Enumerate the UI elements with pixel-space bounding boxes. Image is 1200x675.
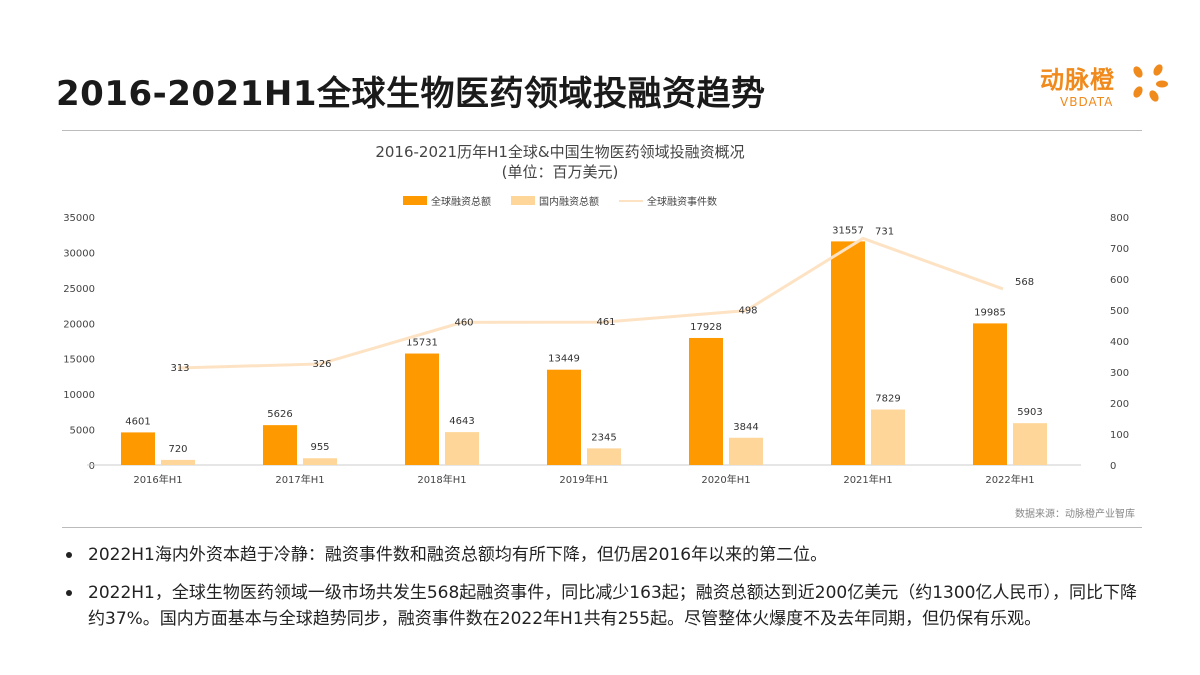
- x-tick-label: 2017年H1: [275, 473, 324, 486]
- y-tick-label: 30000: [63, 248, 95, 259]
- bar: [871, 409, 905, 465]
- logo-en: VBDATA: [1060, 95, 1114, 109]
- data-label: 5626: [267, 409, 292, 420]
- y-tick-label: 20000: [63, 319, 95, 330]
- bullet-item: 2022H1，全球生物医药领域一级市场共发生568起融资事件，同比减少163起；…: [62, 580, 1152, 632]
- line-data-label: 498: [738, 306, 757, 317]
- bar: [831, 241, 865, 465]
- y-tick-label: 5000: [70, 426, 95, 437]
- y-tick-label: 15000: [63, 355, 95, 366]
- bar: [121, 432, 155, 465]
- bar: [161, 459, 195, 465]
- legend-swatch: [511, 196, 535, 205]
- bottom-divider: [62, 527, 1142, 528]
- data-label: 4601: [125, 416, 150, 427]
- line-data-label: 326: [312, 359, 331, 370]
- logo-petals-icon: [1133, 64, 1168, 102]
- y2-tick-label: 300: [1110, 368, 1129, 379]
- data-label: 31557: [832, 225, 864, 236]
- data-label: 4643: [449, 416, 474, 427]
- y2-tick-label: 400: [1110, 337, 1129, 348]
- y2-tick-label: 0: [1110, 461, 1116, 472]
- legend-label: 国内融资总额: [539, 195, 599, 208]
- bar: [1013, 423, 1047, 465]
- bar: [587, 448, 621, 465]
- bar: [547, 369, 581, 465]
- data-label: 955: [310, 442, 329, 453]
- series-line-events: [177, 236, 1004, 370]
- vbdata-logo: 动脉橙 VBDATA: [1040, 60, 1168, 109]
- y-tick-label: 10000: [63, 390, 95, 401]
- line-data-label: 731: [875, 226, 894, 237]
- data-label: 13449: [548, 354, 580, 365]
- data-label: 17928: [690, 322, 722, 333]
- logo-cn: 动脉橙: [1040, 66, 1115, 94]
- legend-swatch: [403, 196, 427, 205]
- y2-tick-label: 500: [1110, 306, 1129, 317]
- source-note: 数据来源：动脉橙产业智库: [1015, 507, 1135, 520]
- y-tick-label: 25000: [63, 284, 95, 295]
- x-tick-label: 2021年H1: [843, 473, 892, 486]
- legend: 全球融资总额 国内融资总额 全球融资事件数: [403, 195, 717, 208]
- line-data-label: 460: [454, 317, 473, 328]
- data-label: 3844: [733, 422, 758, 433]
- legend-label: 全球融资总额: [431, 195, 491, 208]
- y2-tick-label: 700: [1110, 244, 1129, 255]
- line-data-label: 313: [170, 363, 189, 374]
- chart-subtitle: (单位：百万美元): [502, 163, 619, 181]
- page-title: 2016-2021H1全球生物医药领域投融资趋势: [56, 74, 766, 114]
- bar: [303, 458, 337, 465]
- x-tick-label: 2022年H1: [985, 473, 1034, 486]
- chart-title: 2016-2021历年H1全球&中国生物医药领域投融资概况: [375, 143, 744, 161]
- bullet-item: 2022H1海内外资本趋于冷静：融资事件数和融资总额均有所下降，但仍居2016年…: [62, 542, 1152, 568]
- x-tick-label: 2019年H1: [559, 473, 608, 486]
- data-label: 2345: [591, 432, 616, 443]
- legend-label: 全球融资事件数: [647, 195, 717, 208]
- y2-tick-label: 600: [1110, 275, 1129, 286]
- top-divider: [62, 130, 1142, 131]
- x-tick-label: 2016年H1: [133, 473, 182, 486]
- x-tick-label: 2020年H1: [701, 473, 750, 486]
- data-label: 720: [168, 444, 187, 455]
- bar: [689, 337, 723, 465]
- data-label: 15731: [406, 338, 438, 349]
- bar: [973, 323, 1007, 465]
- y-tick-label: 0: [89, 461, 95, 472]
- x-tick-label: 2018年H1: [417, 473, 466, 486]
- data-label: 19985: [974, 307, 1006, 318]
- line-data-label: 461: [596, 317, 615, 328]
- bar: [729, 437, 763, 465]
- bullet-list: 2022H1海内外资本趋于冷静：融资事件数和融资总额均有所下降，但仍居2016年…: [62, 542, 1152, 644]
- y2-tick-label: 200: [1110, 399, 1129, 410]
- data-label: 5903: [1017, 407, 1042, 418]
- bar: [263, 425, 297, 465]
- data-label: 7829: [875, 394, 900, 405]
- y2-tick-label: 100: [1110, 430, 1129, 441]
- bar: [405, 353, 439, 465]
- bar: [445, 432, 479, 465]
- chart: 2016-2021历年H1全球&中国生物医药领域投融资概况 (单位：百万美元) …: [63, 143, 1135, 520]
- y2-tick-label: 800: [1110, 213, 1129, 224]
- line-data-label: 568: [1015, 277, 1034, 288]
- y-tick-label: 35000: [63, 213, 95, 224]
